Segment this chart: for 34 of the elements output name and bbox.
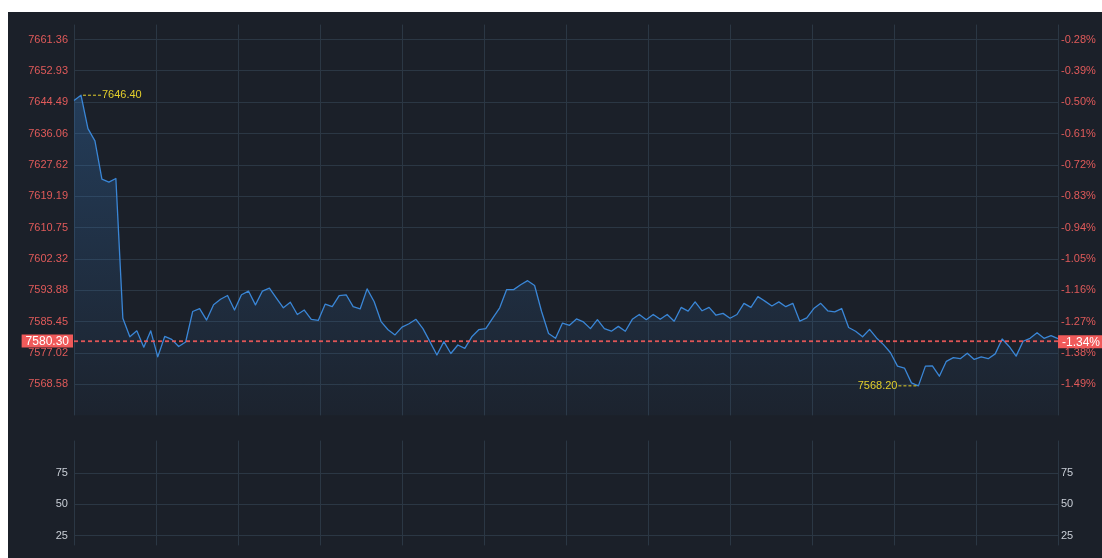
y-tick-label: 7652.93 <box>28 63 68 76</box>
y-tick-label: 7577.02 <box>28 346 68 359</box>
y2-tick-label: -1.27% <box>1061 314 1097 327</box>
y-tick-label: 7602.32 <box>28 252 68 265</box>
ref-line-label: -1.34% <box>1062 334 1101 349</box>
annotation: 7646.40 <box>101 88 142 101</box>
y-tick-label: 7644.49 <box>28 95 68 108</box>
y2-tick-label: -0.94% <box>1061 220 1097 233</box>
y-tick-label: 7610.75 <box>28 220 68 233</box>
y2-tick-label: -0.39% <box>1061 64 1097 77</box>
y-tick-label: 25 <box>55 528 68 541</box>
y-tick-label: 7619.19 <box>28 189 68 202</box>
y-tick-label: 7593.88 <box>28 283 68 296</box>
y2-tick-label: 75 <box>1061 466 1074 479</box>
y2-tick-label: -1.05% <box>1061 252 1097 265</box>
y2-tick-label: 50 <box>1061 497 1074 510</box>
y-tick-label: 7585.45 <box>28 314 68 327</box>
y2-tick-label: -0.61% <box>1061 126 1097 139</box>
y-tick-label: 7627.62 <box>28 158 68 171</box>
y-tick-label: 50 <box>55 497 68 510</box>
y2-tick-label: -0.72% <box>1061 158 1097 171</box>
y-tick-label: 75 <box>55 466 68 479</box>
ref-line-label: 7580.30 <box>25 334 70 349</box>
y-tick-label: 7636.06 <box>28 126 68 139</box>
y2-tick-label: -0.83% <box>1061 189 1097 202</box>
y2-tick-label: -1.49% <box>1061 377 1097 390</box>
y-tick-label: 7568.58 <box>28 377 68 390</box>
y2-tick-label: 25 <box>1061 528 1074 541</box>
y2-tick-label: -0.50% <box>1061 95 1097 108</box>
y2-tick-label: -1.16% <box>1061 283 1097 296</box>
y2-tick-label: -0.28% <box>1061 32 1097 45</box>
y-tick-label: 7661.36 <box>28 32 68 45</box>
annotation: 7568.20 <box>857 378 898 391</box>
y2-tick-label: -1.38% <box>1061 346 1097 359</box>
